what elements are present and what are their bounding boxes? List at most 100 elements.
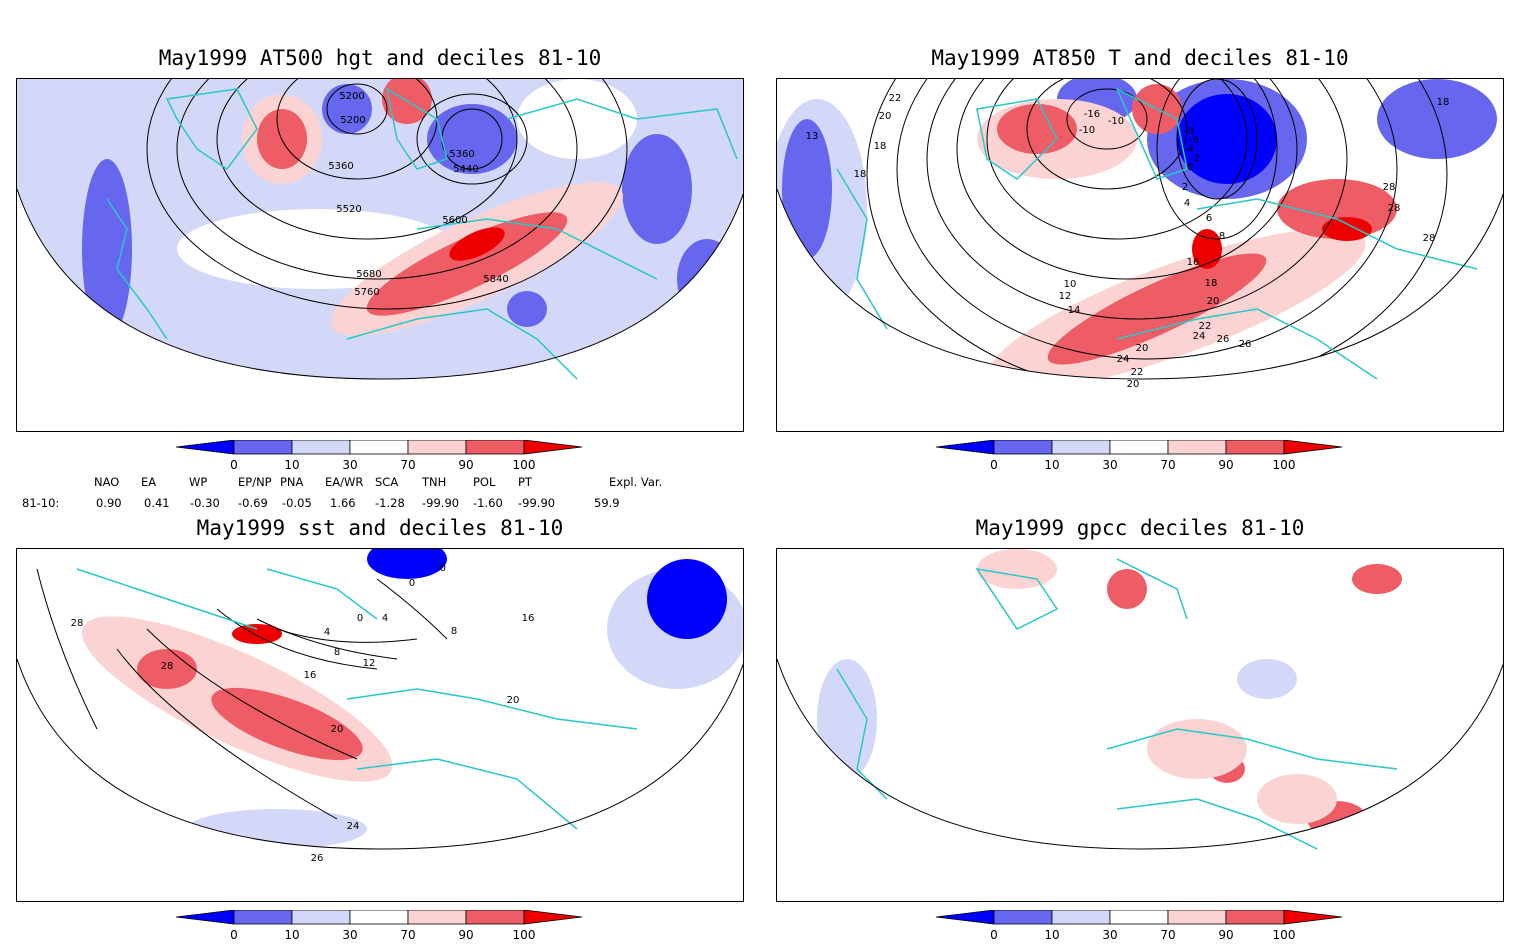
colorbar-segment [1167, 440, 1227, 455]
colorbar-tick-label: 100 [512, 458, 536, 472]
colorbar-tick-label: 90 [458, 458, 474, 472]
map-gpcc [777, 549, 1503, 850]
colorbar-tick-label: 0 [230, 928, 238, 942]
contour-label: 2 [1182, 182, 1188, 193]
contour-label: 12 [363, 658, 376, 669]
contour-label: 16 [1187, 257, 1200, 268]
colorbar-segment [1109, 910, 1169, 925]
colorbar-1: 0 10 30 70 90 100 [174, 440, 594, 480]
colorbar-strip [175, 440, 583, 455]
colorbar-segment [1283, 440, 1343, 455]
index-value: -1.60 [473, 496, 503, 510]
contour-label: 20 [331, 724, 344, 735]
colorbar-segment [465, 440, 525, 455]
colorbar-segment [523, 910, 583, 925]
contour-label: -4 [1184, 144, 1194, 155]
colorbar-segment [523, 440, 583, 455]
contour-label: 4 [1184, 198, 1190, 209]
contour-label: 8 [334, 647, 340, 658]
colorbar-segment [349, 440, 409, 455]
index-header: EA/WR [325, 475, 364, 489]
contour-label: 22 [1131, 367, 1144, 378]
colorbar-tick-label: 10 [1044, 458, 1060, 472]
contour-label: 8 [451, 626, 457, 637]
contour-label: 4 [382, 613, 388, 624]
contour-label: 14 [1068, 305, 1081, 316]
map-panel-sst: 28 28 20 24 26 12 16 8 4 0 0 8 4 16 20 -0 [16, 548, 744, 902]
colorbar-tick-label: 30 [1102, 458, 1118, 472]
contour-label: 6 [1206, 213, 1212, 224]
contour-label: 20 [1136, 343, 1149, 354]
colorbar-segment [1225, 910, 1285, 925]
contour-label: 13 [806, 131, 819, 142]
contour-label: -10 [1079, 125, 1095, 136]
contour-label: 5760 [354, 287, 379, 298]
contour-label: -10 [1108, 116, 1124, 127]
index-header: WP [189, 475, 208, 489]
colorbar-tick-label: 100 [1272, 928, 1296, 942]
contour-label: 10 [1064, 279, 1077, 290]
colorbar-segment [407, 440, 467, 455]
colorbar-segment [291, 440, 351, 455]
index-header: SCA [375, 475, 399, 489]
colorbar-tick-label: 10 [284, 458, 300, 472]
colorbar-tick-label: 100 [512, 928, 536, 942]
contour-label: 5680 [356, 269, 381, 280]
index-header: TNH [422, 475, 447, 489]
contour-label: 28 [1383, 182, 1396, 193]
index-value: -99.90 [518, 496, 556, 510]
colorbar-tick-label: 0 [990, 458, 998, 472]
colorbar-segment [1225, 440, 1285, 455]
contour-label: 22 [889, 93, 902, 104]
contour-label: 20 [1207, 296, 1220, 307]
contour-label: 16 [522, 613, 535, 624]
colorbar-tick-label: 70 [400, 458, 416, 472]
colorbar-segment [291, 910, 351, 925]
index-value: 59.9 [594, 496, 620, 510]
colorbar-segment [465, 910, 525, 925]
colorbar-segment [175, 440, 235, 455]
index-header: PT [518, 475, 532, 489]
colorbar-tick-label: 90 [1218, 458, 1234, 472]
contour-label: 24 [1193, 331, 1206, 342]
index-header: EA [141, 475, 157, 489]
colorbar-tick-label: 90 [458, 928, 474, 942]
colorbar-segment [175, 910, 235, 925]
colorbar-tick-label: 0 [230, 458, 238, 472]
contour-label: 22 [1199, 321, 1212, 332]
colorbar-segment [1167, 910, 1227, 925]
contour-label: 18 [1437, 97, 1450, 108]
colorbar-tick-label: 100 [1272, 458, 1296, 472]
contour-label: 5600 [442, 215, 467, 226]
colorbar-tick-label: 30 [1102, 928, 1118, 942]
colorbar-strip [935, 440, 1343, 455]
contour-label: 20 [879, 111, 892, 122]
index-value: -0.05 [282, 496, 312, 510]
contour-label: -6 [1189, 135, 1199, 146]
colorbar-segment [993, 910, 1053, 925]
contour-label: -8 [1184, 126, 1194, 137]
map-panel-gpcc [776, 548, 1504, 902]
map-t850: 2220181813-16-10-10-8-6-4-20246810121416… [777, 79, 1503, 390]
contour-label: -2 [1190, 153, 1200, 164]
index-value: -1.28 [375, 496, 405, 510]
index-header: NAO [94, 475, 120, 489]
panel1-title: May1999 AT500 hgt and deciles 81-10 [158, 46, 602, 70]
contour-label: 28 [71, 618, 84, 629]
colorbar-strip [175, 910, 583, 925]
colorbar-segment [1109, 440, 1169, 455]
index-header: EP/NP [238, 475, 272, 489]
colorbar-tick-label: 30 [342, 928, 358, 942]
contour-label: 0 [409, 578, 415, 589]
colorbar-segment [1051, 910, 1111, 925]
colorbar-segment [935, 910, 995, 925]
contour-label: 24 [1117, 354, 1130, 365]
contour-label: 5200 [340, 115, 365, 126]
contour-label: -0 [436, 563, 446, 574]
colorbar-segment [993, 440, 1053, 455]
index-value: -0.69 [238, 496, 268, 510]
contour-label: 4 [324, 627, 330, 638]
contour-label: 8 [1219, 231, 1225, 242]
contour-label: 5360 [449, 149, 474, 160]
contour-label: 5840 [483, 274, 508, 285]
